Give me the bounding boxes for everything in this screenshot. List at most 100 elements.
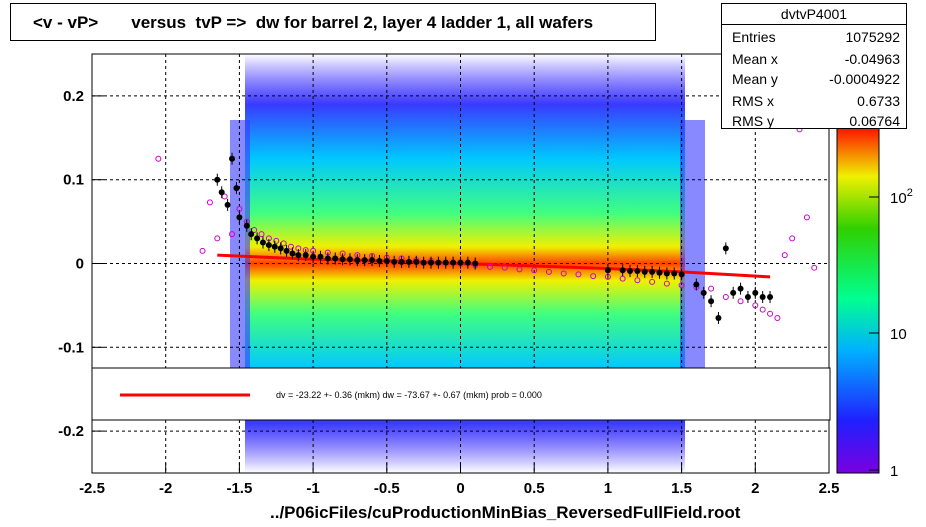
y-tick-label: -0.1 (58, 339, 84, 356)
profile-black-point (233, 185, 240, 192)
profile-black-point (678, 271, 685, 278)
x-tick-label: 2.5 (819, 480, 840, 497)
x-tick-label: 0.5 (524, 480, 545, 497)
y-tick-label: 0.1 (63, 172, 84, 189)
profile-black-point (759, 294, 766, 301)
profile-black-point (693, 281, 700, 288)
profile-black-point (236, 214, 243, 221)
profile-magenta-point (273, 237, 280, 244)
profile-black-point (442, 259, 449, 266)
stat-key: RMS y (732, 113, 774, 129)
stat-key: Mean y (732, 71, 778, 87)
chart-title: <v - vP> versus tvP => dw for barrel 2, … (33, 13, 594, 32)
profile-black-point (383, 257, 390, 264)
profile-magenta-point (206, 199, 213, 206)
profile-black-point (752, 289, 759, 296)
x-tick-label: -0.5 (374, 480, 400, 497)
profile-magenta-point (258, 231, 265, 238)
profile-magenta-point (229, 231, 236, 238)
profile-black-point (737, 285, 744, 292)
stat-row-entries: Entries 1075292 (732, 26, 900, 48)
profile-black-point (420, 259, 427, 266)
profile-black-point (391, 258, 398, 265)
profile-black-point (346, 256, 353, 263)
profile-magenta-point (663, 280, 670, 287)
profile-black-point (671, 270, 678, 277)
y-tick-label: 0.2 (63, 88, 84, 105)
profile-black-point (248, 231, 255, 238)
stat-value: 1075292 (845, 29, 900, 45)
profile-magenta-point (560, 270, 567, 277)
title-box: <v - vP> versus tvP => dw for barrel 2, … (10, 3, 656, 41)
profile-black-point (450, 259, 457, 266)
color-bar (836, 123, 880, 474)
x-tick-label: 1 (604, 480, 612, 497)
profile-black-point (277, 245, 284, 252)
profile-black-point (265, 242, 272, 249)
x-tick-label: 1.5 (671, 480, 692, 497)
profile-black-point (243, 222, 250, 229)
profile-magenta-point (789, 235, 796, 242)
profile-black-point (715, 314, 722, 321)
profile-black-point (332, 255, 339, 262)
profile-magenta-point (501, 264, 508, 271)
profile-black-point (302, 252, 309, 259)
profile-black-point (656, 269, 663, 276)
profile-magenta-point (531, 267, 538, 274)
fit-legend-text: dv = -23.22 +- 0.36 (mkm) dw = -73.67 +-… (276, 390, 542, 400)
heatmap-edge-left (230, 120, 250, 420)
profile-magenta-point (287, 243, 294, 250)
profile-black-point (413, 258, 420, 265)
profile-magenta-point (634, 277, 641, 284)
x-tick-label: -1 (306, 480, 319, 497)
profile-magenta-point (199, 247, 206, 254)
stats-title: dvtvP4001 (722, 4, 906, 25)
x-tick-label: -2.5 (79, 480, 105, 497)
profile-magenta-point (811, 264, 818, 271)
x-tick-label: 2 (751, 480, 759, 497)
stat-row-rms-x: RMS x 0.6733 (732, 90, 900, 112)
stat-row-mean-y: Mean y -0.0004922 (732, 68, 900, 90)
profile-black-point (663, 270, 670, 277)
profile-magenta-point (516, 266, 523, 273)
stats-box: dvtvP4001 Entries 1075292 Mean x -0.04963 … (721, 3, 907, 129)
profile-magenta-point (803, 214, 810, 221)
y-tick-label: 0 (76, 256, 84, 273)
file-path-footer: ../P06icFiles/cuProductionMinBias_Revers… (270, 503, 741, 522)
profile-black-point (324, 255, 331, 262)
profile-black-point (376, 257, 383, 264)
profile-black-point (767, 294, 774, 301)
profile-black-point (218, 189, 225, 196)
profile-black-point (289, 250, 296, 257)
profile-black-point (619, 267, 626, 274)
profile-black-point (464, 259, 471, 266)
profile-magenta-point (722, 294, 729, 301)
profile-black-point (354, 257, 361, 264)
profile-black-point (435, 259, 442, 266)
profile-black-point (405, 258, 412, 265)
profile-magenta-point (759, 306, 766, 313)
profile-black-point (339, 256, 346, 263)
y-axis: -0.2 -0.1 0 0.1 0.2 (58, 88, 104, 440)
profile-magenta-point (678, 282, 685, 289)
color-bar-tick-label: 10 (890, 326, 907, 343)
profile-magenta-point (575, 271, 582, 278)
profile-magenta-point (708, 285, 715, 292)
x-tick-label: -2 (159, 480, 172, 497)
profile-magenta-point (214, 235, 221, 242)
profile-magenta-point (155, 155, 162, 162)
stat-key: RMS x (732, 93, 774, 109)
profile-black-point (708, 298, 715, 305)
profile-black-point (722, 245, 729, 252)
stat-value: 0.6733 (857, 93, 900, 109)
profile-black-point (649, 268, 656, 275)
color-bar-tick-label: 102 (890, 187, 913, 207)
profile-magenta-point (545, 268, 552, 275)
profile-black-point (224, 201, 231, 208)
x-tick-label: 0 (456, 480, 464, 497)
y-tick-label: -0.2 (58, 423, 84, 440)
stat-key: Entries (732, 29, 776, 45)
x-axis: -2.5 -2 -1.5 -1 -0.5 0 0.5 1 1.5 2 2.5 (79, 463, 839, 497)
stat-value: -0.04963 (844, 51, 900, 67)
